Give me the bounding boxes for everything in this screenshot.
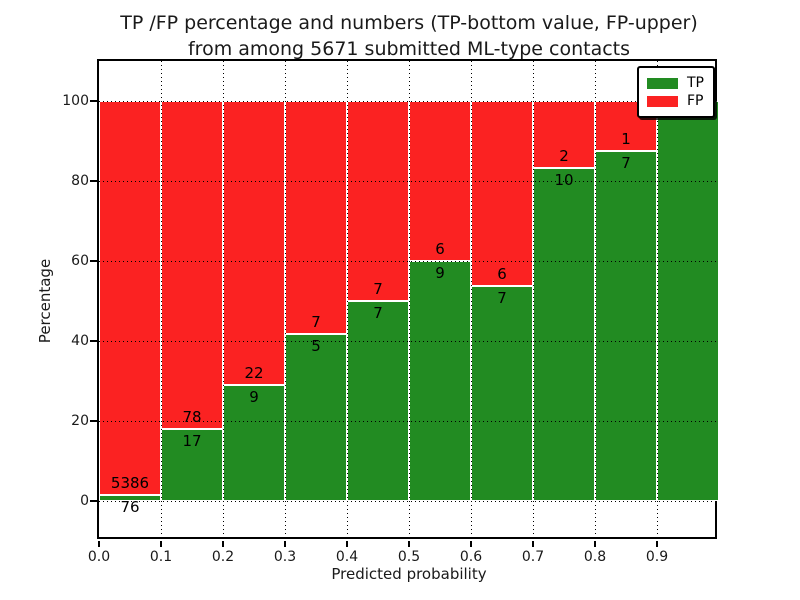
x-tick-label: 0.8 (583, 549, 607, 565)
chart-title-line2: from among 5671 submitted ML-type contac… (187, 38, 631, 60)
bar-segment-tp (161, 429, 223, 501)
tp-count-label: 7 (497, 288, 507, 307)
legend-swatch-tp (647, 77, 678, 89)
x-tick-label: 0.1 (149, 549, 173, 565)
x-tick-mark (346, 541, 348, 547)
x-tick-mark (222, 541, 224, 547)
x-tick-label: 0.2 (211, 549, 235, 565)
gridline-vertical (594, 61, 596, 541)
x-axis-label: Predicted probability (331, 565, 487, 583)
legend-row: FP (647, 93, 704, 109)
bar-segment-fp (285, 101, 347, 335)
x-tick-label: 0.0 (87, 549, 111, 565)
bar-segment-fp (161, 101, 223, 430)
x-tick-mark (594, 541, 596, 547)
chart-title: TP /FP percentage and numbers (TP-bottom… (99, 10, 719, 62)
gridline-vertical (532, 61, 534, 541)
x-tick-label: 0.9 (645, 549, 669, 565)
tp-count-label: 10 (554, 170, 574, 189)
y-tick-label: 80 (71, 173, 89, 189)
x-tick-mark (408, 541, 410, 547)
fp-count-label: 6 (497, 264, 507, 283)
x-tick-label: 0.3 (273, 549, 297, 565)
y-tick-label: 60 (71, 253, 89, 269)
bar-segment-tp (285, 334, 347, 501)
gridline-vertical (346, 61, 348, 541)
gridline-vertical (408, 61, 410, 541)
bar-segment-tp (347, 301, 409, 501)
y-axis-label: Percentage (36, 258, 54, 344)
legend-row: TP (647, 75, 704, 91)
x-tick-label: 0.7 (521, 549, 545, 565)
bar-segment-fp (99, 101, 161, 496)
x-tick-mark (98, 541, 100, 547)
fp-count-label: 22 (244, 363, 264, 382)
fp-count-label: 1 (621, 130, 631, 148)
x-tick-mark (470, 541, 472, 547)
legend-label-tp: TP (687, 75, 704, 91)
tp-count-label: 17 (182, 432, 202, 451)
x-tick-label: 0.5 (397, 549, 421, 565)
legend-swatch-fp (647, 95, 678, 107)
x-tick-mark (160, 541, 162, 547)
fp-count-label: 5386 (110, 474, 150, 493)
gridline-vertical (222, 61, 224, 541)
fp-count-label: 7 (311, 313, 321, 332)
x-tick-mark (532, 541, 534, 547)
y-tick-label: 100 (62, 93, 89, 109)
y-tick-mark (90, 180, 97, 182)
y-tick-mark (90, 500, 97, 502)
y-tick-mark (90, 260, 97, 262)
fp-count-label: 6 (435, 240, 445, 258)
fp-count-label: 2 (559, 146, 569, 165)
y-tick-label: 20 (71, 413, 89, 429)
y-tick-mark (90, 340, 97, 342)
tp-count-label: 9 (435, 264, 445, 282)
x-tick-label: 0.6 (459, 549, 483, 565)
legend-label-fp: FP (687, 93, 704, 109)
x-tick-mark (284, 541, 286, 547)
bar-segment-fp (223, 101, 285, 385)
tp-count-label: 9 (249, 387, 259, 406)
tp-count-label: 5 (311, 337, 321, 356)
x-tick-label: 0.4 (335, 549, 359, 565)
gridline-vertical (284, 61, 286, 541)
bar-segment-tp (409, 261, 471, 501)
chart-title-line1: TP /FP percentage and numbers (TP-bottom… (120, 12, 698, 34)
gridline-vertical (160, 61, 162, 541)
y-tick-mark (90, 100, 97, 102)
y-tick-mark (90, 420, 97, 422)
y-tick-label: 0 (80, 493, 89, 509)
fp-count-label: 7 (373, 280, 383, 298)
x-tick-mark (656, 541, 658, 547)
bar-segment-tp (657, 101, 719, 501)
y-tick-label: 40 (71, 333, 89, 349)
bar-segment-fp (347, 101, 409, 301)
tp-count-label: 76 (120, 498, 140, 517)
fp-count-label: 78 (182, 408, 202, 427)
gridline-vertical (656, 61, 658, 541)
bar-segment-fp (533, 101, 595, 168)
bar-segment-tp (595, 151, 657, 501)
tp-count-label: 7 (621, 154, 631, 172)
tp-count-label: 7 (373, 304, 383, 322)
bar-segment-fp (471, 101, 533, 286)
bar-segment-tp (533, 167, 595, 501)
legend: TP FP (637, 66, 715, 118)
bar-segment-tp (471, 285, 533, 501)
gridline-vertical (470, 61, 472, 541)
